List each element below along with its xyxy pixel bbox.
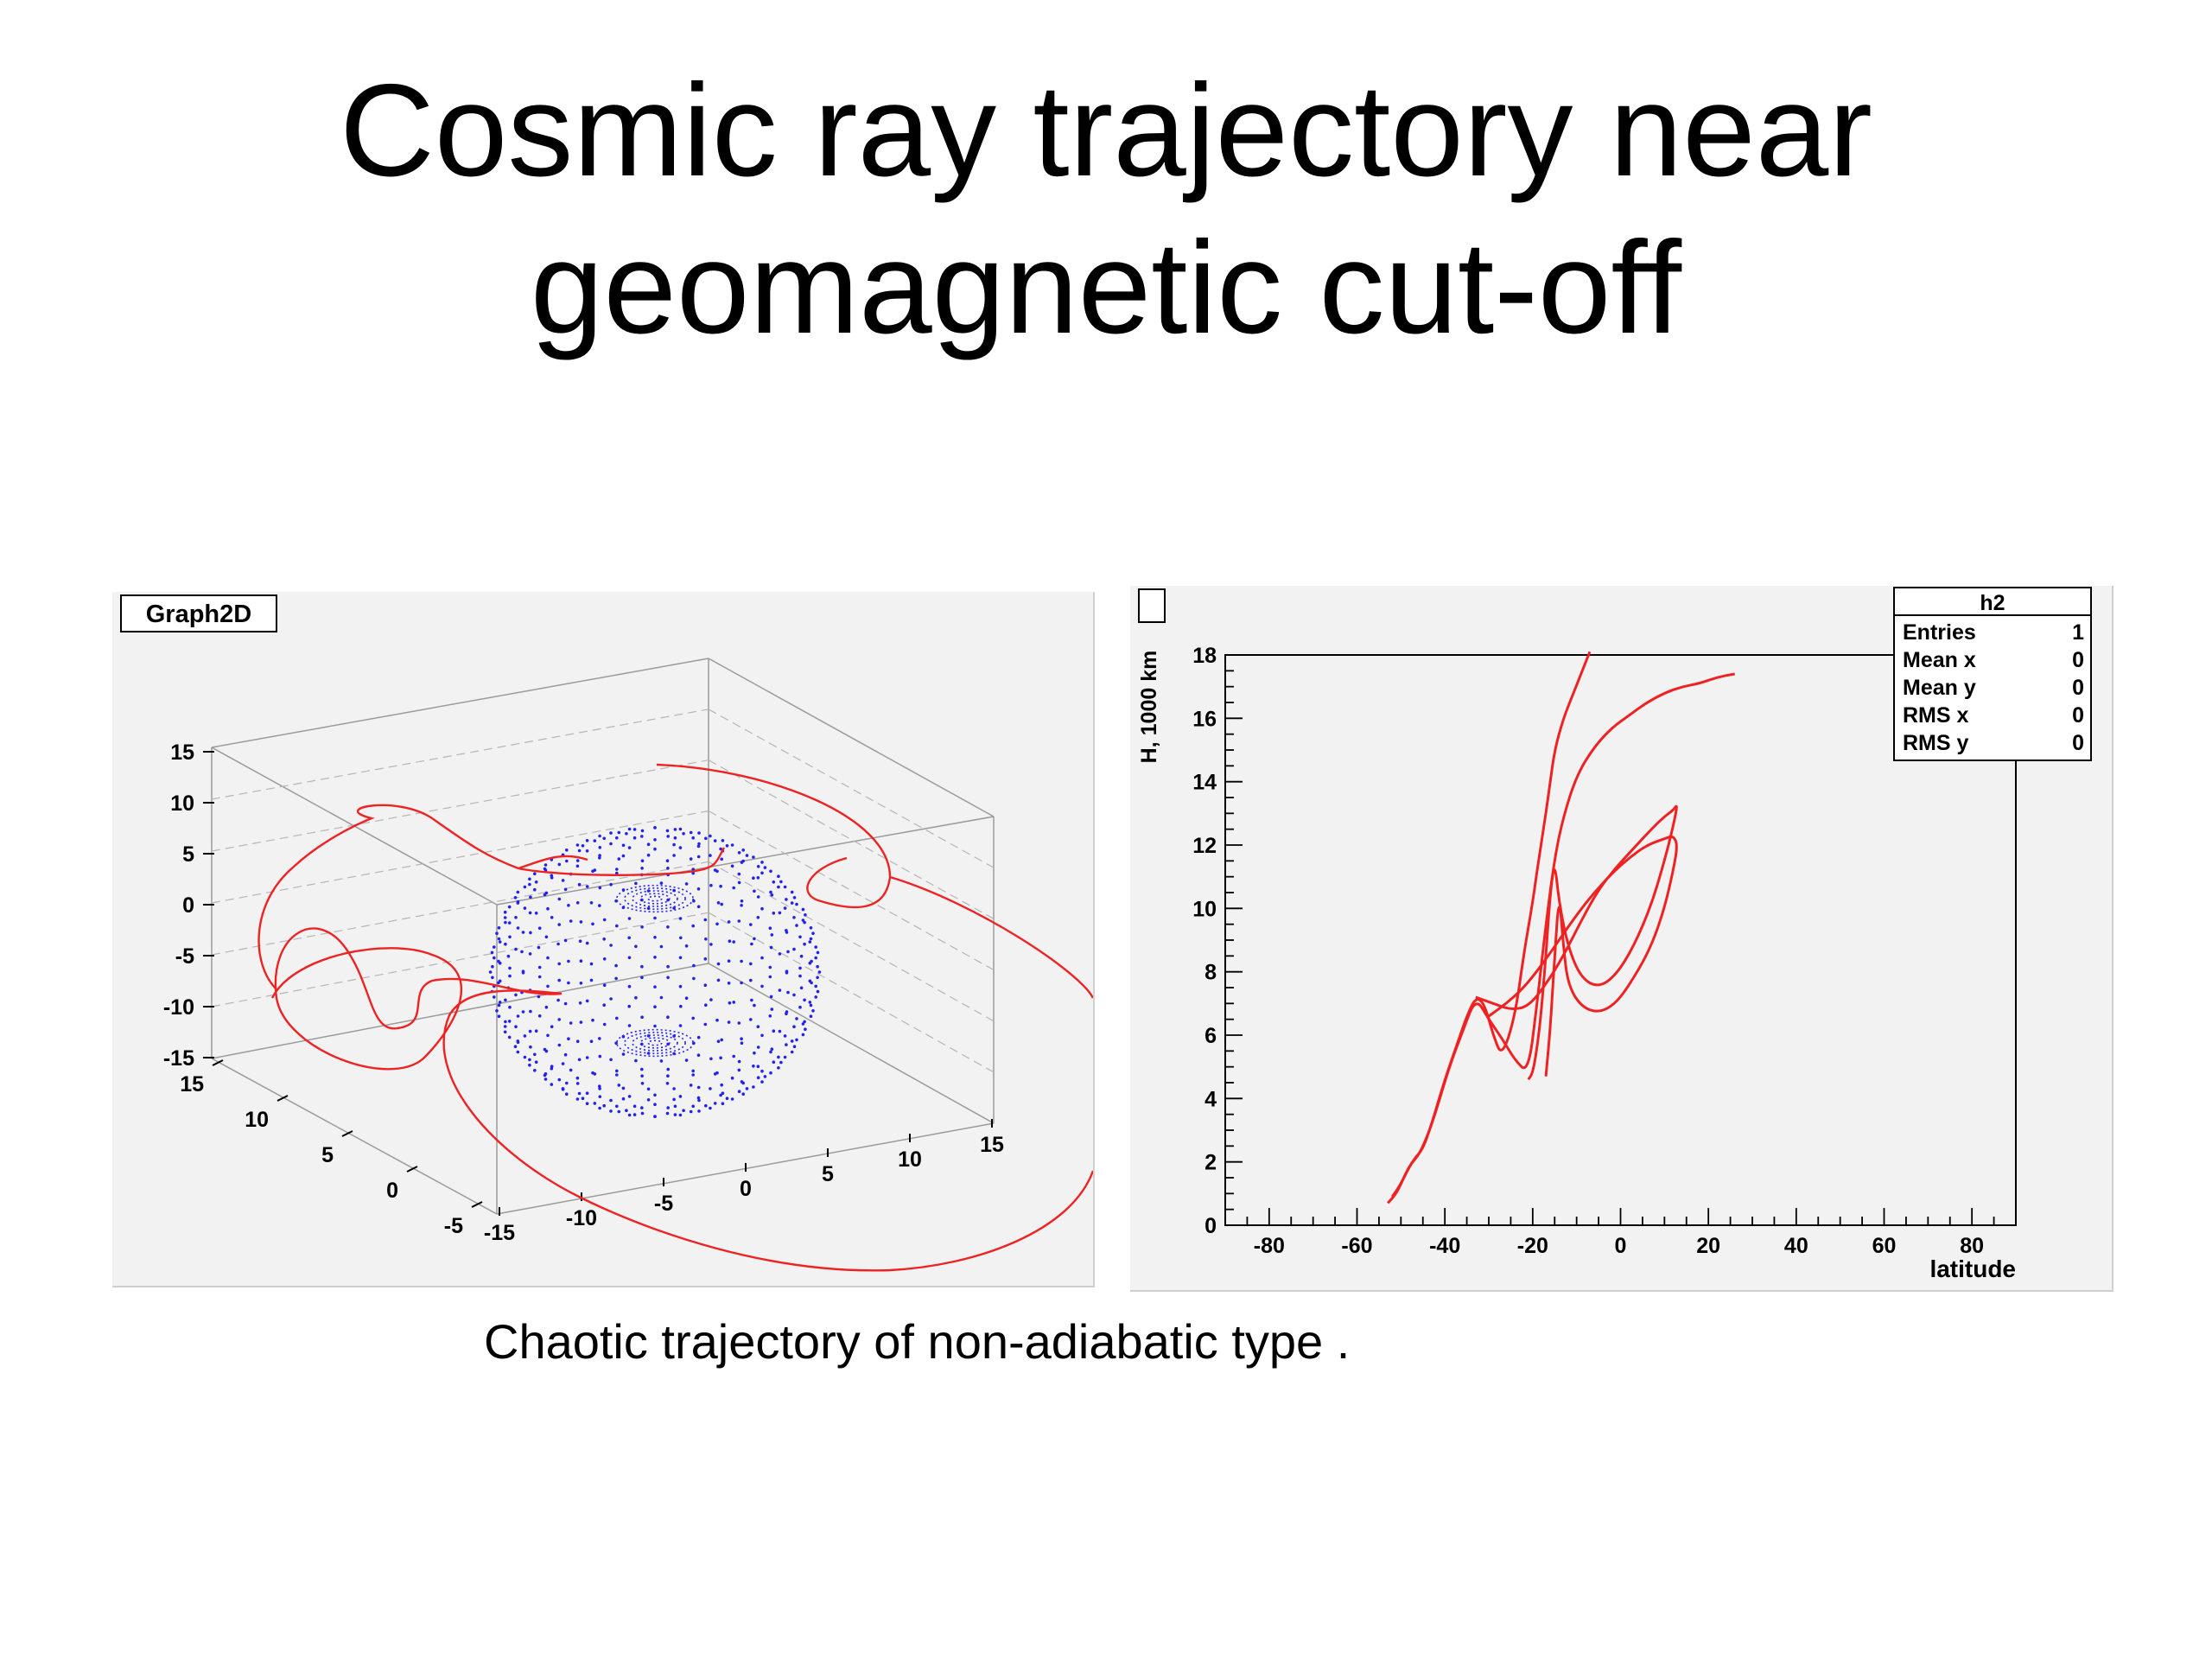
y-tick-label: 16: [1192, 707, 1217, 731]
trajectory-curves: [1387, 651, 1735, 1205]
y-tick-label: 5: [321, 1143, 334, 1167]
z-tick-label: 15: [170, 741, 194, 765]
slide-title: Cosmic ray trajectory near geomagnetic c…: [0, 52, 2212, 366]
axes: -80 -60 -40 -20 0 20 40 60 80 0 2 4 6 8 10 12 14 16 18: [1192, 644, 2017, 1258]
y-tick-label: 10: [1192, 897, 1217, 921]
latitude-plot-panel: -80 -60 -40 -20 0 20 40 60 80 0 2 4 6 8 10 12 14 16 18 H, …: [1130, 586, 2113, 1292]
graph2d-panel: Graph2D 15 10 5 0 -5 -10 -15 15 10 5 0 -5 -15 -10 -5 0 5…: [112, 592, 1095, 1287]
stats-row-value: 0: [2072, 703, 2084, 728]
x-tick-label: 40: [1784, 1234, 1808, 1258]
x-tick-label: 60: [1872, 1234, 1897, 1258]
trajectory-curve-0: [1387, 651, 1592, 1205]
x-tick-label: -40: [1429, 1234, 1460, 1258]
y-tick-label: 14: [1192, 771, 1217, 795]
stats-row-value: 0: [2072, 648, 2084, 672]
y-tick-label: 18: [1192, 644, 1217, 668]
y-tick-label: 6: [1205, 1024, 1217, 1048]
trajectory-curve-1: [1390, 672, 1735, 1198]
graph2d-label: Graph2D: [146, 601, 251, 628]
x-tick-label: 80: [1960, 1234, 1984, 1258]
x-tick-label: -15: [484, 1221, 515, 1245]
y-tick-label: 0: [386, 1179, 398, 1203]
trajectory-3d: [257, 763, 1095, 1272]
y-tick-label: 8: [1205, 961, 1217, 985]
stats-row-label: Mean x: [1903, 648, 1976, 672]
x-tick-label: -60: [1341, 1234, 1372, 1258]
stats-row-value: 1: [2072, 620, 2084, 645]
z-tick-label: -15: [163, 1046, 194, 1071]
box-grid: [211, 709, 995, 1073]
x-tick-label: 10: [898, 1147, 922, 1172]
stats-title: h2: [1980, 591, 2005, 615]
x-tick-label: -5: [654, 1192, 673, 1216]
slide-title-line-1: Cosmic ray trajectory near: [340, 57, 1872, 204]
x-tick-label: -80: [1254, 1234, 1285, 1258]
stats-row-value: 0: [2072, 676, 2084, 700]
stats-box: h2 Entries 1 Mean x 0 Mean y 0 RMS x 0 RMS y 0: [1893, 587, 2092, 761]
z-tick-label: -10: [163, 995, 194, 1020]
slide-caption: Chaotic trajectory of non-adiabatic type…: [484, 1314, 1351, 1369]
x-tick-label: -20: [1517, 1234, 1548, 1258]
slide-title-line-2: geomagnetic cut-off: [530, 214, 1682, 361]
y-tick-label: 0: [1205, 1214, 1217, 1238]
z-tick-label: -5: [175, 944, 194, 969]
stats-row-value: 0: [2072, 731, 2084, 755]
stats-row-label: Mean y: [1903, 676, 1976, 700]
stats-row-label: RMS y: [1903, 731, 1969, 755]
y-tick-label: -5: [444, 1214, 463, 1238]
y-tick-label: 10: [245, 1108, 269, 1132]
z-tick-label: 10: [170, 791, 194, 816]
x-tick-label: 15: [980, 1133, 1004, 1157]
y-tick-label: 15: [180, 1072, 204, 1096]
x-tick-label: 0: [740, 1177, 752, 1201]
z-tick-label: 0: [182, 893, 194, 918]
x-tick-label: 20: [1696, 1234, 1720, 1258]
x-tick-label: -10: [566, 1206, 597, 1230]
x-tick-label: 5: [822, 1162, 834, 1186]
graph2d-label-box: [120, 594, 277, 632]
stats-row-label: Entries: [1903, 620, 1976, 645]
y-axis-label: H, 1000 km: [1137, 651, 1161, 764]
earth-sphere: [488, 826, 822, 1118]
x-axis-label: latitude: [1929, 1255, 2016, 1282]
stats-row-label: RMS x: [1903, 703, 1969, 728]
y-tick-label: 4: [1205, 1087, 1217, 1111]
z-tick-label: 5: [182, 842, 194, 867]
x-tick-label: 0: [1615, 1234, 1627, 1258]
empty-title-box: [1138, 588, 1166, 623]
trajectory-curve-3: [1488, 835, 1678, 1077]
box-back: [211, 658, 995, 1215]
y-tick-label: 12: [1192, 834, 1217, 858]
y-tick-label: 2: [1205, 1151, 1217, 1175]
